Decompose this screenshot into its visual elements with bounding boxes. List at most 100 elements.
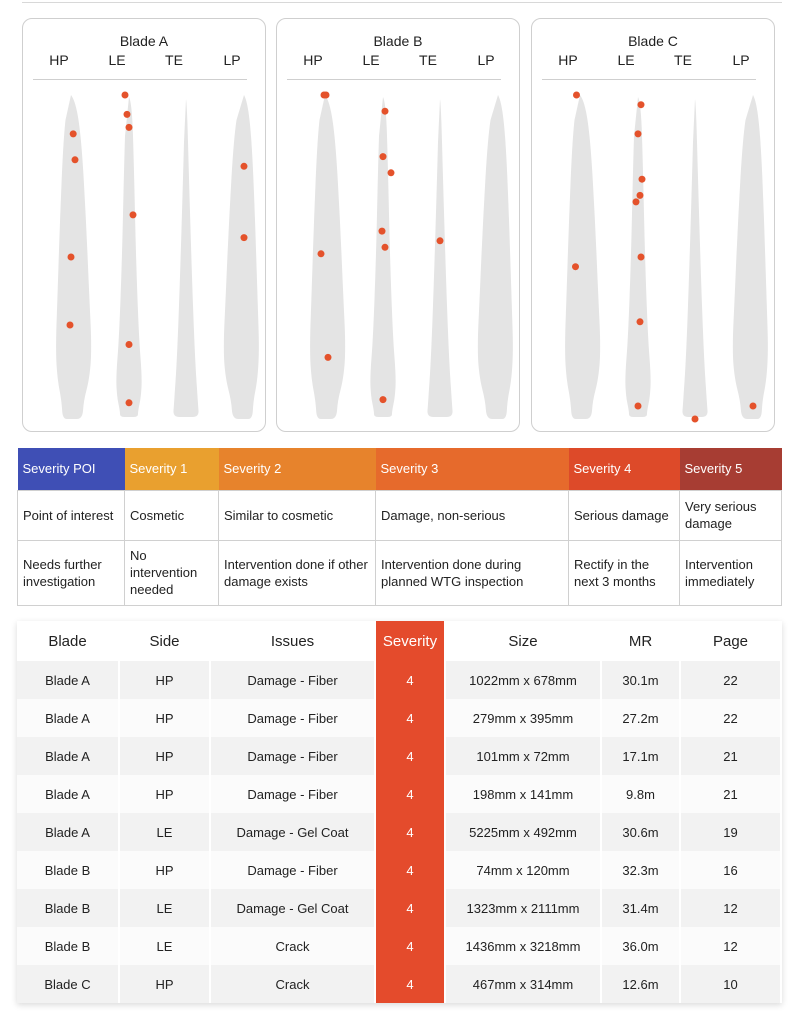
severity-header-1: Severity 1 bbox=[124, 448, 219, 490]
damage-marker[interactable] bbox=[379, 396, 387, 404]
damage-marker[interactable] bbox=[240, 234, 248, 242]
side-label-hp: HP bbox=[303, 52, 323, 68]
cell-blade: Blade B bbox=[17, 927, 120, 965]
damage-marker[interactable] bbox=[634, 402, 642, 410]
cell-issue: Crack bbox=[210, 927, 376, 965]
damage-marker[interactable] bbox=[381, 243, 389, 251]
side-label-lp: LP bbox=[732, 52, 750, 68]
damage-marker[interactable] bbox=[125, 123, 133, 131]
blade-title: Blade A bbox=[119, 33, 169, 49]
table-row: Blade B LE Crack 4 1436mm x 3218mm 36.0m 12 bbox=[17, 927, 782, 965]
damage-marker[interactable] bbox=[572, 263, 579, 271]
severity-action-row: Needs further investigation No intervent… bbox=[17, 539, 782, 606]
damage-marker[interactable] bbox=[125, 399, 133, 407]
damage-marker[interactable] bbox=[67, 253, 75, 261]
cell-side: HP bbox=[119, 775, 211, 813]
table-row: Blade A LE Damage - Gel Coat 4 5225mm x 492m… bbox=[17, 813, 782, 851]
damage-marker[interactable] bbox=[749, 402, 757, 410]
blade-silhouette-lp bbox=[223, 95, 259, 419]
cell-side: LE bbox=[119, 889, 211, 927]
top-divider bbox=[22, 2, 782, 3]
damage-marker[interactable] bbox=[637, 253, 645, 261]
table-row: Blade B LE Damage - Gel Coat 4 1323mm x 2111… bbox=[17, 889, 782, 927]
damage-marker[interactable] bbox=[636, 318, 644, 326]
cell-blade: Blade C bbox=[17, 965, 120, 1003]
damage-marker[interactable] bbox=[322, 91, 330, 99]
cell-page: 22 bbox=[680, 699, 782, 737]
side-label-te: TE bbox=[165, 52, 183, 68]
damage-marker[interactable] bbox=[638, 175, 646, 183]
blade-silhouette-hp bbox=[565, 95, 601, 419]
cell-page: 21 bbox=[680, 775, 782, 813]
column-header-severity: Severity bbox=[375, 621, 446, 661]
damage-marker[interactable] bbox=[691, 415, 699, 423]
damage-marker[interactable] bbox=[69, 130, 77, 138]
column-header-issues: Issues bbox=[210, 621, 376, 661]
column-header-blade: Blade bbox=[17, 621, 120, 661]
damage-marker[interactable] bbox=[637, 101, 645, 109]
cell-page: 19 bbox=[680, 813, 782, 851]
damage-marker[interactable] bbox=[125, 341, 133, 348]
damage-marker[interactable] bbox=[66, 321, 74, 329]
blade-card-c: Blade C HP LE TE LP bbox=[531, 18, 775, 432]
damage-marker[interactable] bbox=[378, 227, 386, 235]
side-label-le: LE bbox=[362, 52, 380, 68]
cell-issue: Damage - Fiber bbox=[210, 775, 376, 813]
blade-silhouette-le bbox=[370, 97, 396, 417]
cell-mr: 30.1m bbox=[601, 661, 681, 699]
cell-size: 467mm x 314mm bbox=[445, 965, 602, 1003]
cell-blade: Blade A bbox=[17, 661, 120, 699]
side-divider bbox=[287, 79, 501, 80]
damage-marker[interactable] bbox=[387, 169, 395, 177]
damage-marker[interactable] bbox=[71, 156, 79, 164]
side-divider bbox=[542, 79, 756, 80]
damage-marker[interactable] bbox=[317, 250, 325, 258]
cell-side: HP bbox=[119, 737, 211, 775]
cell-mr: 31.4m bbox=[601, 889, 681, 927]
blade-silhouette-te bbox=[682, 99, 708, 417]
cell-size: 1022mm x 678mm bbox=[445, 661, 602, 699]
side-label-lp: LP bbox=[223, 52, 241, 68]
damage-marker[interactable] bbox=[123, 110, 131, 118]
severity-action: Intervention done if other damage exists bbox=[218, 539, 376, 606]
table-row: Blade A HP Damage - Fiber 4 198mm x 141mm 9.8… bbox=[17, 775, 782, 813]
cell-blade: Blade A bbox=[17, 813, 120, 851]
table-row: Blade B HP Damage - Fiber 4 74mm x 120mm 32.3… bbox=[17, 851, 782, 889]
cell-severity: 4 bbox=[375, 661, 446, 699]
damage-marker[interactable] bbox=[121, 91, 129, 99]
blade-silhouette-te bbox=[427, 99, 453, 417]
damage-marker[interactable] bbox=[379, 153, 387, 161]
table-row: Blade A HP Damage - Fiber 4 279mm x 395mm 27.… bbox=[17, 699, 782, 737]
blade-silhouette-le bbox=[116, 97, 142, 417]
issues-table: Blade Side Issues Severity Size MR Page … bbox=[17, 621, 782, 1003]
damage-marker[interactable] bbox=[634, 130, 642, 138]
damage-marker[interactable] bbox=[573, 91, 580, 99]
severity-action: Intervention immediately bbox=[679, 539, 782, 606]
cell-page: 10 bbox=[680, 965, 782, 1003]
cell-size: 5225mm x 492mm bbox=[445, 813, 602, 851]
side-label-hp: HP bbox=[49, 52, 69, 68]
cell-severity: 4 bbox=[375, 699, 446, 737]
cell-side: HP bbox=[119, 661, 211, 699]
cell-severity: 4 bbox=[375, 889, 446, 927]
cell-page: 16 bbox=[680, 851, 782, 889]
severity-legend-table: Severity POI Severity 1 Severity 2 Sever… bbox=[17, 448, 782, 606]
damage-marker[interactable] bbox=[632, 198, 640, 206]
severity-header-4: Severity 4 bbox=[568, 448, 680, 490]
blade-silhouette-lp bbox=[732, 95, 768, 419]
cell-issue: Damage - Fiber bbox=[210, 699, 376, 737]
severity-action: No intervention needed bbox=[124, 539, 219, 606]
cell-side: LE bbox=[119, 927, 211, 965]
damage-marker[interactable] bbox=[381, 107, 389, 115]
blade-title: Blade C bbox=[628, 33, 678, 49]
damage-marker[interactable] bbox=[636, 191, 644, 199]
side-divider bbox=[33, 79, 247, 80]
cell-mr: 27.2m bbox=[601, 699, 681, 737]
damage-marker[interactable] bbox=[240, 162, 248, 170]
severity-description: Similar to cosmetic bbox=[218, 489, 376, 541]
damage-marker[interactable] bbox=[436, 237, 444, 245]
severity-header-row: Severity POI Severity 1 Severity 2 Sever… bbox=[17, 448, 782, 490]
damage-marker[interactable] bbox=[129, 211, 137, 219]
damage-marker[interactable] bbox=[324, 353, 332, 361]
severity-header-3: Severity 3 bbox=[375, 448, 569, 490]
